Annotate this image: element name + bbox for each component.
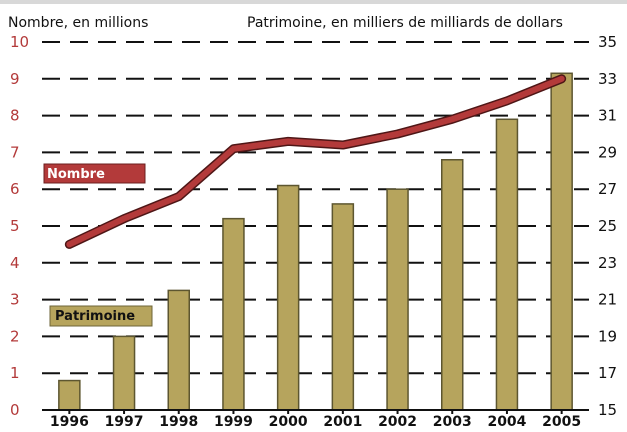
- x-tick-label: 1997: [105, 414, 144, 430]
- bar-2005: [550, 72, 573, 411]
- nombre-label: Nombre: [43, 163, 146, 184]
- x-tick-label: 1996: [50, 414, 89, 430]
- top-strip: [0, 0, 627, 4]
- left-tick-label: 2: [10, 327, 20, 345]
- right-tick-label: 17: [598, 364, 617, 382]
- bar-1998: [167, 289, 190, 411]
- right-tick-label: 21: [598, 291, 617, 309]
- bar-1999: [222, 217, 245, 411]
- line-series-outline: [64, 74, 567, 249]
- left-tick-label: 9: [10, 70, 20, 88]
- left-tick-label: 1: [10, 364, 20, 382]
- x-tick-label: 2002: [378, 414, 417, 430]
- left-tick-label: 8: [10, 107, 20, 125]
- bar-1997: [112, 335, 136, 411]
- left-tick-label: 6: [10, 180, 20, 198]
- right-tick-label: 27: [598, 180, 617, 198]
- bars-layer: [58, 72, 573, 411]
- patrimoine-label: Patrimoine: [49, 305, 153, 327]
- right-tick-label: 23: [598, 254, 617, 272]
- right-tick-label: 19: [598, 327, 617, 345]
- left-tick-label: 7: [10, 143, 20, 161]
- bar-2002: [386, 188, 409, 411]
- left-tick-label: 3: [10, 291, 20, 309]
- left-tick-label: 10: [10, 33, 29, 51]
- axis-layer: 0 15 1 17 2 19 3 21 4 23 5 25 6 27 7 29 8 31 9 33 10 35 1996 19…: [10, 33, 617, 430]
- left-tick-label: 5: [10, 217, 20, 235]
- right-axis-title: Patrimoine, en milliers de milliards de …: [247, 15, 563, 31]
- bar-2000: [276, 184, 300, 411]
- line-series-nombre: [66, 75, 565, 248]
- right-tick-label: 25: [598, 217, 617, 235]
- right-tick-label: 33: [598, 70, 617, 88]
- left-tick-label: 0: [10, 401, 20, 419]
- left-tick-label: 4: [10, 254, 20, 272]
- line-layer: [64, 74, 567, 249]
- nombre-label-text: Nombre: [47, 167, 105, 182]
- right-tick-label: 31: [598, 107, 617, 125]
- right-tick-label: 35: [598, 33, 617, 51]
- x-tick-label: 2004: [487, 414, 526, 430]
- x-tick-label: 1999: [214, 414, 253, 430]
- bar-2001: [331, 203, 355, 411]
- bar-2003: [441, 159, 464, 411]
- bar-2004: [495, 118, 519, 411]
- x-tick-label: 2005: [542, 414, 581, 430]
- x-tick-label: 2001: [323, 414, 362, 430]
- x-tick-label: 2003: [433, 414, 472, 430]
- right-tick-label: 15: [598, 401, 617, 419]
- left-axis-title: Nombre, en millions: [8, 15, 148, 31]
- x-tick-label: 1998: [159, 414, 198, 430]
- right-tick-label: 29: [598, 143, 617, 161]
- x-tick-label: 2000: [269, 414, 308, 430]
- bar-1996: [58, 379, 81, 411]
- patrimoine-label-text: Patrimoine: [55, 309, 135, 324]
